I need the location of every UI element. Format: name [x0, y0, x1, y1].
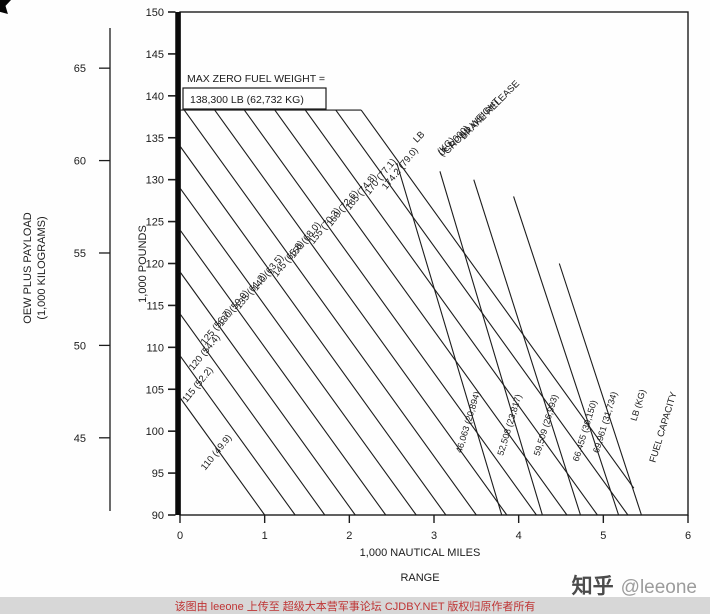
fuel-units-label: LB (KG) — [629, 388, 648, 422]
watermark-user: @leeone — [620, 577, 697, 598]
kilograms-tick-label: 65 — [74, 63, 86, 75]
pounds-tick-label: 95 — [152, 468, 164, 480]
mzfw-label: MAX ZERO FUEL WEIGHT = — [187, 73, 325, 85]
pounds-tick-label: 90 — [152, 510, 164, 522]
gross-weight-line — [243, 109, 537, 516]
x-axis-title: 1,000 NAUTICAL MILES — [360, 547, 481, 559]
x-tick-label: 5 — [600, 530, 606, 542]
x-tick-label: 6 — [685, 530, 691, 542]
copyright-footer: 该图由 leeone 上传至 超级大本营军事论坛 CJDBY.NET 版权归原作… — [0, 597, 710, 614]
kilograms-tick-label: 55 — [74, 248, 86, 260]
fuel-capacity-line — [473, 179, 581, 516]
gross-weight-line — [179, 145, 447, 516]
pounds-tick-label: 105 — [146, 384, 164, 396]
fuel-capacity-legend: FUEL CAPACITY — [648, 390, 680, 464]
brake-release-legend-line: LB — [411, 129, 427, 145]
gross-weight-line — [360, 109, 635, 489]
gross-weight-line — [183, 109, 477, 516]
copyright-text: 该图由 leeone 上传至 超级大本营军事论坛 CJDBY.NET 版权归原作… — [174, 600, 536, 613]
gross-weight-line — [179, 355, 296, 516]
fuel-capacity-line-label: 69,961 (31,734) — [591, 390, 619, 454]
pounds-tick-label: 145 — [146, 49, 164, 61]
fuel-capacity-line-label: 59,509 (26,993) — [532, 393, 560, 457]
gross-weight-line — [274, 109, 568, 516]
x-tick-label: 2 — [346, 530, 352, 542]
mzfw-value: 138,300 LB (62,732 KG) — [190, 94, 304, 106]
gross-weight-line-label: 110 (49.9) — [199, 433, 234, 473]
gross-weight-line-label: 115 (52.2) — [180, 365, 215, 405]
corner-artifact — [0, 0, 11, 14]
fuel-capacity-line — [396, 162, 503, 516]
pounds-tick-label: 150 — [146, 7, 164, 19]
pounds-tick-label: 135 — [146, 133, 164, 145]
gross-weight-line — [179, 187, 417, 516]
pounds-tick-label: 130 — [146, 175, 164, 187]
x-tick-label: 4 — [516, 530, 522, 542]
gross-weight-line — [179, 271, 356, 516]
gross-weight-line — [214, 109, 508, 516]
mzfw-value-box — [182, 87, 327, 110]
gross-weight-line — [179, 397, 266, 516]
fuel-capacity-line — [439, 171, 543, 516]
zhihu-watermark: 知乎 @leeone — [572, 570, 697, 600]
fuel-capacity-line — [558, 263, 642, 516]
gross-weight-line — [179, 229, 387, 516]
pounds-tick-label: 100 — [146, 426, 164, 438]
gross-weight-line — [304, 109, 598, 516]
kilograms-tick-label: 60 — [74, 156, 86, 168]
x-tick-label: 3 — [431, 530, 437, 542]
pounds-axis-title: 1,000 POUNDS — [137, 225, 149, 303]
kilograms-axis-subtitle: (1,000 KILOGRAMS) — [36, 216, 48, 319]
x-axis-subtitle: RANGE — [400, 572, 439, 584]
x-tick-label: 0 — [177, 530, 183, 542]
pounds-tick-label: 125 — [146, 217, 164, 229]
watermark-brand: 知乎 — [571, 575, 614, 598]
gross-weight-line — [179, 313, 326, 516]
pounds-tick-label: 140 — [146, 91, 164, 103]
fuel-capacity-line — [513, 196, 620, 516]
pounds-tick-label: 120 — [146, 259, 164, 271]
pounds-tick-label: 115 — [146, 300, 164, 312]
pounds-tick-label: 110 — [146, 342, 164, 354]
kilograms-axis-title: OEW PLUS PAYLOAD — [22, 212, 34, 324]
kilograms-tick-label: 45 — [74, 433, 86, 445]
kilograms-tick-label: 50 — [74, 340, 86, 352]
x-tick-label: 1 — [262, 530, 268, 542]
